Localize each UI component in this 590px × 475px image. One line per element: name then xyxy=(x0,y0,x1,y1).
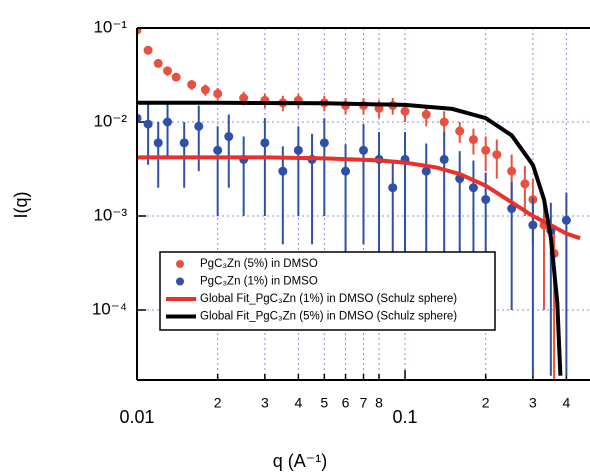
x-tick-label: 2 xyxy=(482,395,490,411)
data-point xyxy=(224,132,234,142)
data-point xyxy=(163,117,173,127)
x-tick-label: 8 xyxy=(375,395,383,411)
data-point xyxy=(153,58,163,68)
x-tick-label: 4 xyxy=(294,395,302,411)
fit-line xyxy=(137,155,581,241)
data-point xyxy=(520,179,530,189)
data-point xyxy=(507,204,517,214)
data-point xyxy=(239,93,249,103)
data-point xyxy=(153,138,163,148)
x-tick-label: 0.01 xyxy=(119,407,154,427)
legend-label: Global Fit_PgC₃Zn (5%) in DMSO (Schulz s… xyxy=(200,311,457,323)
x-tick-label: 0.1 xyxy=(393,407,418,427)
data-point xyxy=(260,138,270,148)
x-tick-label: 6 xyxy=(342,395,350,411)
legend-marker xyxy=(176,260,184,268)
x-tick-label: 5 xyxy=(320,395,328,411)
x-tick-label: 2 xyxy=(214,395,222,411)
legend-label: PgC₃Zn (1%) in DMSO xyxy=(200,276,318,288)
data-point xyxy=(278,166,288,176)
data-point xyxy=(439,154,449,164)
data-point xyxy=(213,89,223,99)
data-point xyxy=(388,183,398,193)
data-point xyxy=(213,145,223,155)
data-point xyxy=(143,119,153,129)
y-tick-label: 10⁻² xyxy=(93,111,127,130)
data-point xyxy=(528,220,538,230)
data-point xyxy=(179,138,189,148)
y-axis-label: I(q) xyxy=(11,192,31,219)
data-point xyxy=(359,145,368,155)
x-tick-label: 3 xyxy=(261,395,269,411)
data-point xyxy=(341,166,351,176)
data-point xyxy=(439,117,449,127)
data-point xyxy=(400,106,410,116)
data-point xyxy=(143,45,153,55)
x-tick-label: 4 xyxy=(562,395,570,411)
data-point xyxy=(561,215,571,225)
legend-label: Global Fit_PgC₃Zn (1%) in DMSO (Schulz s… xyxy=(200,293,457,305)
legend-box xyxy=(159,251,496,331)
legend-marker xyxy=(176,277,184,286)
data-point xyxy=(194,121,204,131)
x-tick-label: 3 xyxy=(529,395,537,411)
data-point xyxy=(481,194,491,204)
data-point xyxy=(455,126,465,136)
data-point xyxy=(171,72,181,82)
data-point xyxy=(137,113,142,123)
data-point xyxy=(421,166,431,176)
data-point xyxy=(200,85,210,95)
data-point xyxy=(163,66,173,76)
data-point xyxy=(481,145,491,155)
y-tick-label: 10⁻³ xyxy=(93,205,127,224)
data-point xyxy=(507,166,517,176)
x-axis-label: q (A⁻¹) xyxy=(273,451,328,471)
data-point xyxy=(137,28,142,35)
data-point xyxy=(319,138,329,148)
data-point xyxy=(187,80,197,90)
data-point xyxy=(421,110,431,120)
fit-line xyxy=(137,100,563,376)
legend-label: PgC₃Zn (5%) in DMSO xyxy=(200,258,318,270)
y-tick-label: 10⁻¹ xyxy=(93,17,127,36)
data-point xyxy=(468,135,478,145)
x-tick-label: 7 xyxy=(360,395,368,411)
y-tick-label: 10⁻⁴ xyxy=(92,299,127,318)
data-point xyxy=(492,150,502,160)
data-point xyxy=(468,183,478,193)
data-point xyxy=(293,145,303,155)
